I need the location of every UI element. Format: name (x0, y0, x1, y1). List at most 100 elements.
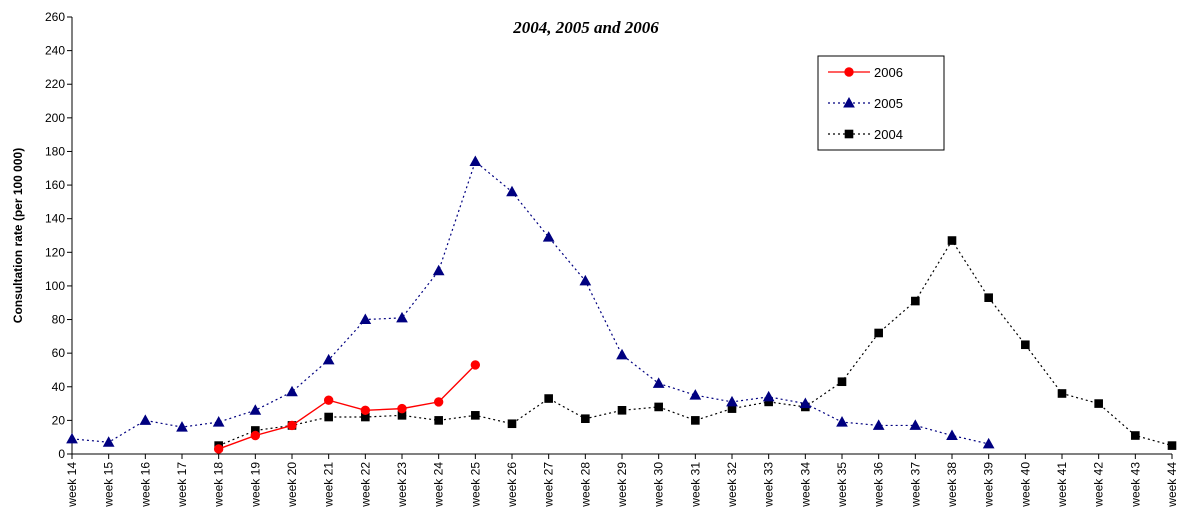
x-tick-label: week 26 (505, 462, 519, 508)
data-point-2006 (360, 405, 371, 415)
data-point-2005 (616, 348, 628, 360)
data-point-2004 (874, 328, 883, 338)
x-tick-label: week 30 (652, 462, 666, 508)
x-tick-label: week 14 (65, 462, 79, 508)
data-point-2005 (249, 404, 262, 415)
legend-marker (844, 129, 854, 139)
data-point-2005 (982, 437, 995, 449)
data-point-2005 (652, 377, 665, 388)
x-tick-label: week 35 (835, 462, 849, 508)
data-point-2004 (324, 412, 333, 422)
legend-label: 2004 (874, 127, 903, 142)
x-tick-label: week 16 (138, 462, 152, 508)
data-point-2004 (1167, 441, 1177, 450)
data-point-2005 (542, 231, 555, 242)
chart-title: 2004, 2005 and 2006 (512, 18, 659, 37)
x-tick-label: week 43 (1128, 462, 1142, 508)
y-tick-label: 120 (45, 245, 65, 259)
legend-item-2004: 2004 (828, 127, 903, 142)
data-point-2004 (691, 416, 700, 425)
x-tick-label: week 36 (872, 462, 886, 508)
data-point-2005 (872, 419, 885, 430)
data-point-2005 (432, 264, 445, 276)
data-point-2006 (323, 395, 334, 405)
y-tick-label: 180 (45, 144, 65, 158)
data-point-2005 (506, 185, 518, 197)
y-tick-label: 40 (52, 380, 66, 394)
data-point-2004 (911, 296, 920, 306)
data-point-2005 (579, 274, 592, 286)
data-point-2005 (66, 432, 78, 444)
x-tick-label: week 20 (285, 462, 299, 508)
axes: 0 20 40 60 80 100 120 140 160 180 200 220 240 260 week… (45, 10, 1179, 508)
data-point-2004 (471, 411, 480, 420)
x-tick-label: week 39 (982, 462, 996, 508)
data-point-2004 (947, 236, 957, 245)
legend-label: 2005 (874, 96, 903, 111)
series-layer (66, 155, 1177, 454)
y-tick-label: 140 (45, 212, 65, 226)
x-tick-label: week 41 (1055, 462, 1069, 508)
data-point-2004 (581, 414, 590, 424)
series-2004 (214, 236, 1177, 450)
x-tick-label: week 34 (798, 462, 812, 508)
y-tick-label: 240 (45, 44, 65, 58)
data-point-2006 (433, 397, 444, 407)
x-tick-label: week 19 (248, 462, 262, 508)
x-tick-label: week 27 (542, 462, 556, 508)
x-tick-label: week 38 (945, 462, 959, 508)
x-tick-label: week 29 (615, 462, 629, 508)
data-point-2004 (544, 394, 553, 403)
y-tick-label: 80 (52, 313, 66, 327)
data-point-2005 (176, 421, 188, 432)
series-line-2006 (218, 364, 476, 450)
data-point-2004 (1094, 399, 1103, 408)
y-axis-title: Consultation rate (per 100 000) (11, 148, 25, 323)
x-tick-label: week 22 (358, 462, 372, 508)
series-line-2005 (71, 160, 989, 445)
x-tick-label: week 17 (175, 462, 189, 508)
x-tick-label: week 18 (212, 462, 226, 508)
y-tick-label: 60 (52, 346, 66, 360)
legend: 2006 2005 2004 (817, 55, 945, 151)
x-tick-label: week 33 (762, 462, 776, 508)
y-tick-label: 20 (52, 413, 66, 427)
x-tick-label: week 21 (322, 462, 336, 508)
y-tick-label: 260 (45, 10, 65, 24)
y-tick-label: 200 (45, 111, 65, 125)
data-point-2004 (617, 406, 627, 415)
x-tick-label: week 31 (688, 462, 702, 508)
data-point-2004 (507, 419, 517, 429)
data-point-2005 (909, 419, 922, 430)
legend-item-2006: 2006 (828, 65, 903, 80)
data-point-2005 (836, 416, 848, 427)
data-point-2004 (434, 416, 443, 425)
x-tick-label: week 24 (432, 462, 446, 508)
data-point-2005 (359, 313, 372, 325)
legend-item-2005: 2005 (828, 96, 903, 111)
data-point-2005 (139, 414, 152, 425)
y-tick-label: 0 (58, 447, 65, 461)
data-point-2006 (250, 430, 261, 441)
series-2006 (213, 360, 481, 454)
data-point-2006 (213, 444, 224, 454)
data-point-2005 (726, 395, 738, 407)
data-point-2005 (946, 429, 958, 441)
data-point-2004 (1131, 431, 1140, 440)
data-point-2004 (837, 377, 847, 387)
data-point-2005 (102, 436, 115, 447)
data-point-2005 (799, 397, 812, 409)
legend-marker (844, 67, 854, 77)
data-point-2005 (469, 155, 482, 167)
data-point-2006 (397, 403, 407, 414)
data-point-2005 (286, 385, 298, 397)
data-point-2006 (470, 360, 481, 370)
data-point-2005 (762, 390, 775, 402)
x-tick-label: week 44 (1165, 462, 1179, 508)
data-point-2005 (689, 389, 702, 400)
legend-marker (843, 96, 855, 108)
x-tick-label: week 37 (908, 462, 922, 508)
x-tick-label: week 32 (725, 462, 739, 508)
